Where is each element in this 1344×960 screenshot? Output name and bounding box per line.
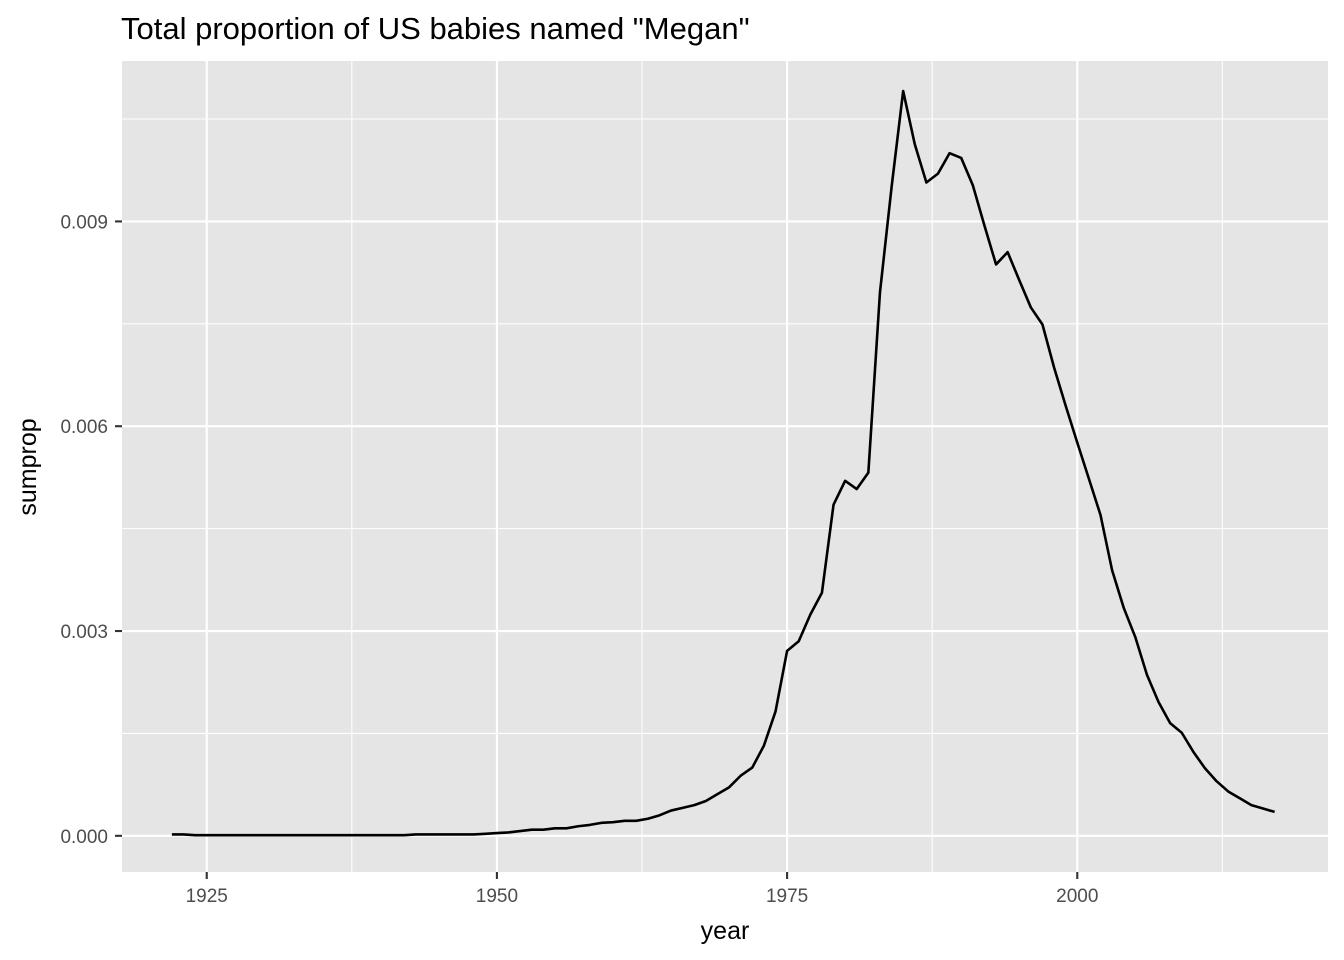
- chart-title: Total proportion of US babies named "Meg…: [121, 11, 750, 46]
- plot-panel: [122, 61, 1328, 872]
- x-tick-label: 2000: [1056, 886, 1098, 907]
- x-tick-label: 1925: [186, 886, 228, 907]
- y-axis-title: sumprop: [14, 418, 42, 515]
- y-tick-label: 0.000: [60, 827, 108, 848]
- x-tick-label: 1950: [476, 886, 518, 907]
- y-tick-label: 0.009: [60, 212, 108, 233]
- x-tick-label: 1975: [766, 886, 808, 907]
- x-axis-title: year: [701, 917, 750, 945]
- y-tick-label: 0.006: [60, 417, 108, 438]
- y-tick-label: 0.003: [60, 622, 108, 643]
- minor-gridlines: [122, 61, 1328, 872]
- y-axis: 0.000 0.003 0.006 0.009: [60, 212, 122, 848]
- x-axis: 1925 1950 1975 2000: [186, 872, 1098, 907]
- series-line: [171, 89, 1275, 837]
- major-gridlines: [122, 61, 1328, 872]
